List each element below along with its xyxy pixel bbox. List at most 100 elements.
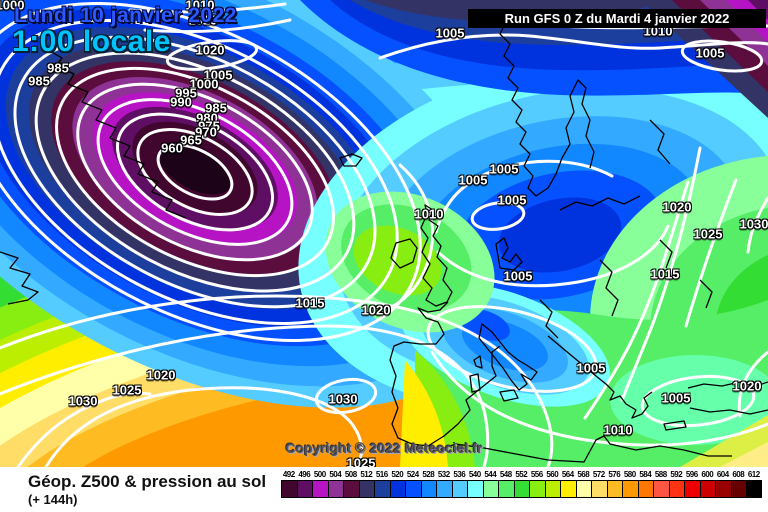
coastline-baltic-south — [559, 195, 641, 211]
isobar-line — [583, 180, 690, 420]
coastline-iceland — [339, 153, 363, 167]
coastline-sweden-baltic — [535, 79, 595, 197]
forecast-hour-label: (+ 144h) — [28, 492, 78, 507]
isobar-value-label: 960 — [161, 140, 183, 156]
colorbar-value: 572 — [592, 470, 605, 479]
colorbar-value: 552 — [515, 470, 528, 479]
chart-title: Géop. Z500 & pression au sol — [28, 472, 267, 491]
isobar-value-label: 1000 — [0, 0, 25, 13]
colorbar-swatch — [467, 480, 483, 498]
colorbar-step: 608 — [730, 470, 746, 498]
colorbar-swatch — [560, 480, 576, 498]
isobar-line — [143, 18, 292, 34]
colorbar-step: 504 — [327, 470, 343, 498]
border-line — [539, 299, 559, 339]
colorbar-step: 528 — [420, 470, 436, 498]
isobar-value-label: 1030 — [68, 393, 98, 409]
colorbar-swatch — [405, 480, 421, 498]
colorbar-value: 556 — [530, 470, 543, 479]
isobar-value-label: 1025 — [346, 455, 376, 468]
colorbar-swatch — [529, 480, 545, 498]
isobar-value-label: 1030 — [739, 216, 768, 232]
isobar-value-label: 1020 — [662, 199, 692, 215]
isobar-value-label: 1015 — [650, 266, 680, 282]
model-run-banner: Run GFS 0 Z du Mardi 4 janvier 2022 — [468, 9, 766, 28]
colorbar-swatch — [436, 480, 452, 498]
colorbar-step: 520 — [389, 470, 405, 498]
colorbar-step: 536 — [451, 470, 467, 498]
colorbar-step: 572 — [591, 470, 607, 498]
colorbar-swatch — [374, 480, 390, 498]
isobar-value-label: 1005 — [489, 161, 519, 177]
colorbar-step: 596 — [684, 470, 700, 498]
colorbar-step: 524 — [405, 470, 421, 498]
colorbar: 492 496 500 504 508 512 516 520 524 528 532 536 540 5… — [281, 470, 762, 498]
isobar-value-label: 1000 — [189, 76, 219, 92]
colorbar-swatch — [358, 480, 374, 498]
colorbar-value: 524 — [406, 470, 419, 479]
coastline-italy — [478, 323, 538, 391]
isobar-value-label: 1020 — [195, 42, 225, 58]
isobar-line — [314, 377, 378, 415]
colorbar-value: 544 — [484, 470, 497, 479]
isobar-value-label: 1005 — [503, 268, 533, 284]
colorbar-swatch — [544, 480, 560, 498]
colorbar-step: 584 — [637, 470, 653, 498]
isobar-line — [640, 374, 756, 428]
colorbar-value: 516 — [375, 470, 388, 479]
colorbar-swatch — [653, 480, 669, 498]
colorbar-step: 540 — [467, 470, 483, 498]
colorbar-value: 532 — [437, 470, 450, 479]
colorbar-step: 492 — [281, 470, 297, 498]
colorbar-swatch — [389, 480, 405, 498]
colorbar-value: 496 — [298, 470, 311, 479]
isobar-line — [737, 350, 768, 418]
coastline-newfoundland — [0, 251, 39, 305]
colorbar-swatch — [498, 480, 514, 498]
isobar-value-label: 985 — [47, 60, 69, 76]
colorbar-step: 512 — [358, 470, 374, 498]
isobar-line — [388, 163, 435, 310]
isobar-line — [434, 159, 614, 234]
isobar-value-label: 1030 — [328, 391, 358, 407]
valid-time-label: 1:00 locale — [12, 25, 171, 58]
colorbar-step: 496 — [296, 470, 312, 498]
isobar-value-label: 985 — [205, 100, 227, 116]
colorbar-step: 600 — [699, 470, 715, 498]
coastline-ireland — [390, 238, 418, 269]
colorbar-swatch — [482, 480, 498, 498]
colorbar-swatch — [575, 480, 591, 498]
colorbar-swatch — [684, 480, 700, 498]
colorbar-swatch — [699, 480, 715, 498]
colorbar-swatch — [606, 480, 622, 498]
isobar-line — [0, 324, 490, 467]
isobar-line — [378, 33, 768, 60]
map-graphic — [0, 0, 768, 467]
geopotential-low-rings — [0, 0, 514, 408]
colorbar-swatch — [513, 480, 529, 498]
isobar-line — [746, 196, 768, 254]
isobar-value-label: 985 — [28, 73, 50, 89]
colorbar-value: 576 — [608, 470, 621, 479]
isobar-low-rings — [0, 1, 422, 343]
colorbar-step: 564 — [560, 470, 576, 498]
isobar-value-label: 1010 — [414, 206, 444, 222]
colorbar-swatch — [296, 480, 312, 498]
map-canvas: 1000101010151020100510101005985985100510… — [0, 0, 768, 467]
colorbar-swatch — [281, 480, 297, 498]
colorbar-value: 584 — [639, 470, 652, 479]
colorbar-step: 532 — [436, 470, 452, 498]
coastline-crete — [663, 420, 687, 431]
isobar-value-label: 975 — [198, 118, 220, 134]
colorbar-swatch — [420, 480, 436, 498]
colorbar-step: 580 — [622, 470, 638, 498]
isobar-line — [620, 146, 702, 402]
isobar-value-label: 1005 — [695, 45, 725, 61]
colorbar-value: 600 — [701, 470, 714, 479]
isobar-value-label: 1010 — [603, 422, 633, 438]
isobar-line — [44, 386, 363, 467]
colorbar-step: 516 — [374, 470, 390, 498]
isobar-value-label: 1020 — [146, 367, 176, 383]
coastlines — [0, 11, 768, 463]
